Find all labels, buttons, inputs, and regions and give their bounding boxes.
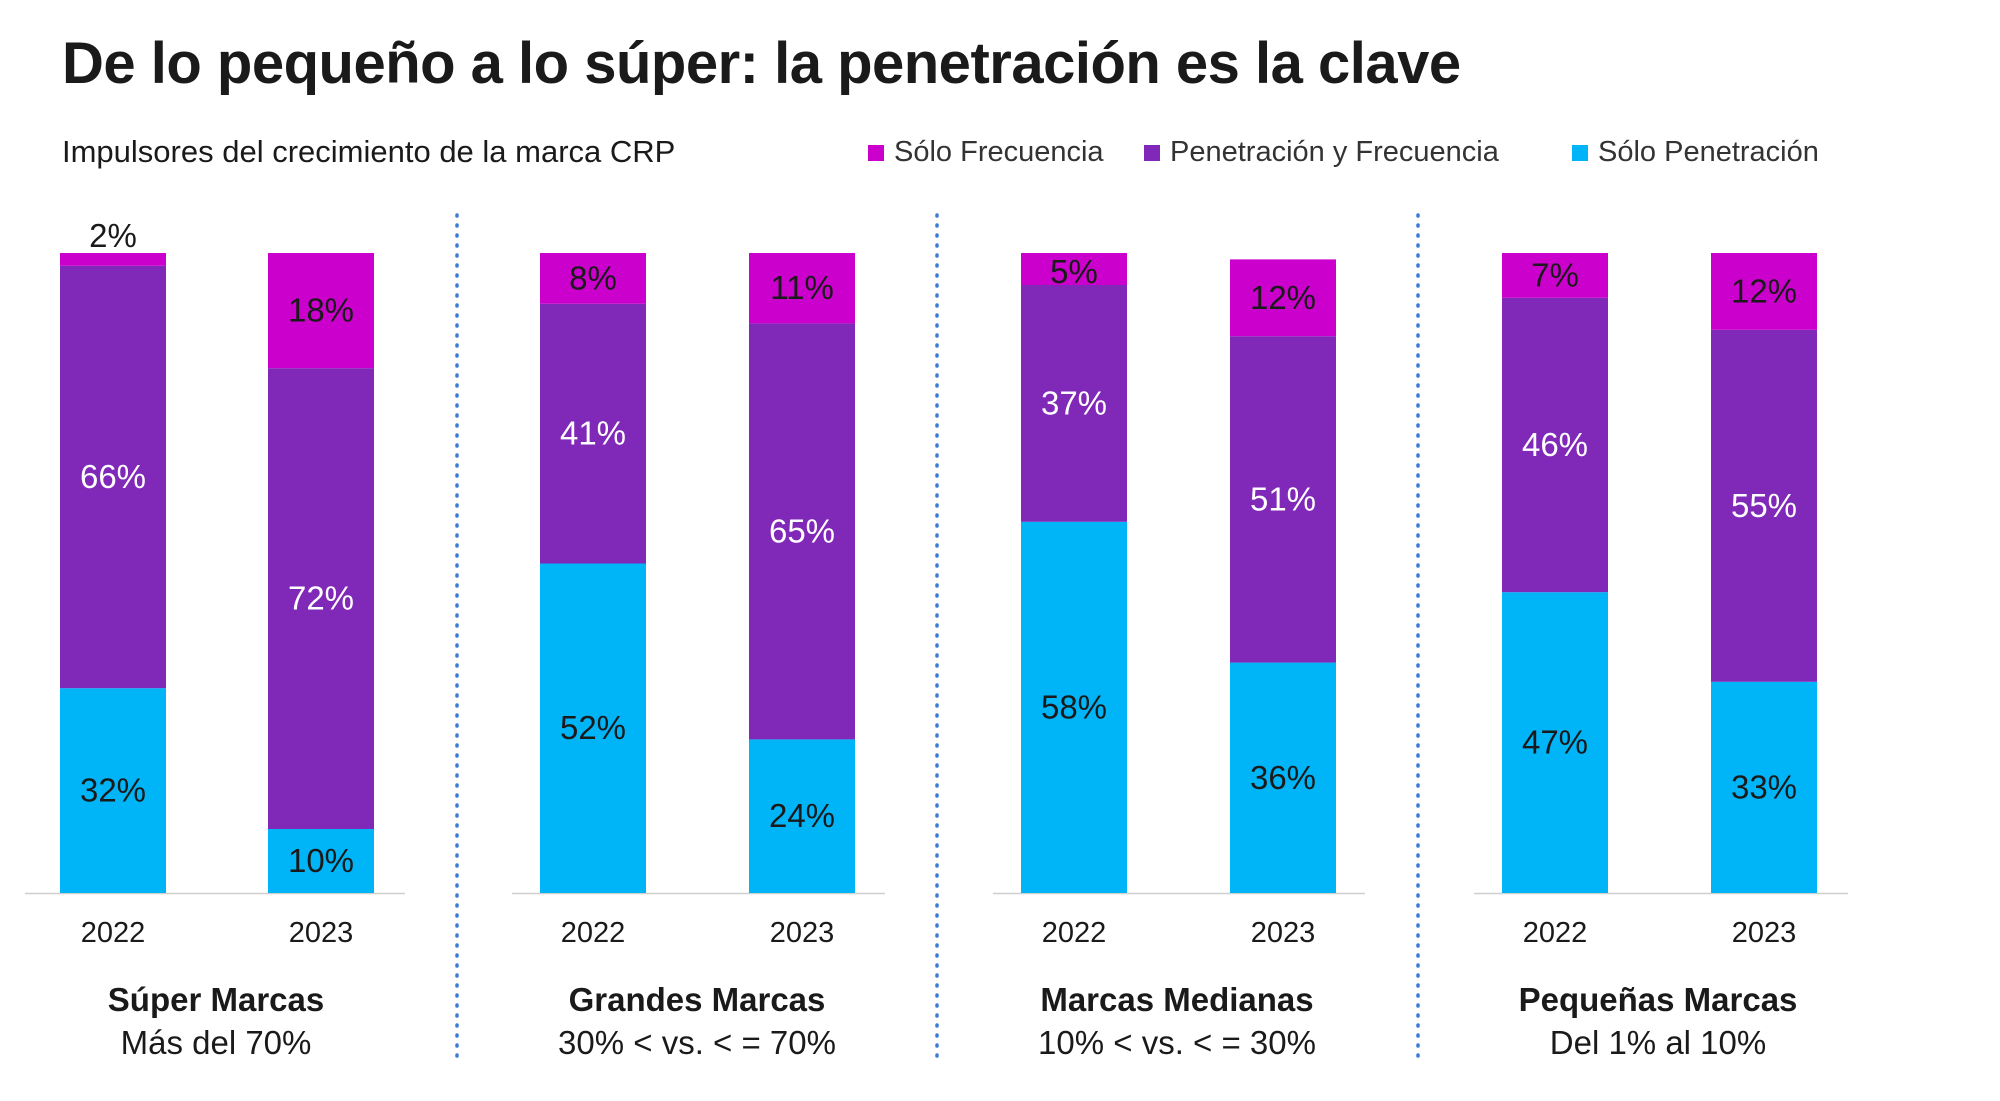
x-tick-label-marcas-medianas-2022: 2022	[1042, 917, 1107, 949]
data-label-pequenas-marcas-2022-solo-penetracion: 47%	[1522, 724, 1588, 761]
data-label-pequenas-marcas-2022-solo-frecuencia: 7%	[1531, 256, 1579, 293]
bar-marcas-medianas-2022-solo-frecuencia	[1021, 253, 1127, 285]
x-tick-label-super-marcas-2023: 2023	[289, 917, 354, 949]
group-title-marcas-medianas: Marcas Medianas	[1040, 981, 1313, 1018]
bar-pequenas-marcas-2022-penetracion-y-frecuencia	[1502, 297, 1608, 593]
group-description-super-marcas: Más del 70%	[121, 1024, 312, 1061]
legend-label-solo-penetracion: Sólo Penetración	[1598, 136, 1819, 168]
data-label-marcas-medianas-2023-solo-penetracion: 36%	[1250, 759, 1316, 796]
group-title-pequenas-marcas: Pequeñas Marcas	[1519, 981, 1798, 1018]
bar-super-marcas-2023-solo-penetracion	[268, 829, 374, 893]
bar-super-marcas-2023-penetracion-y-frecuencia	[268, 368, 374, 829]
chart-title: De lo pequeño a lo súper: la penetración…	[62, 31, 1461, 96]
data-label-grandes-marcas-2022-solo-frecuencia: 8%	[569, 259, 617, 296]
legend-swatch-solo-frecuencia	[868, 144, 884, 161]
data-label-marcas-medianas-2022-penetracion-y-frecuencia: 37%	[1041, 384, 1107, 421]
data-label-grandes-marcas-2023-solo-penetracion: 24%	[769, 797, 835, 834]
legend-item-solo-frecuencia: Sólo Frecuencia	[868, 136, 1104, 169]
bar-grandes-marcas-2022-solo-frecuencia	[540, 253, 646, 304]
bar-marcas-medianas-2023-solo-frecuencia	[1230, 259, 1336, 337]
bar-grandes-marcas-2023-penetracion-y-frecuencia	[749, 323, 855, 740]
data-label-super-marcas-2022-solo-frecuencia: 2%	[89, 217, 137, 254]
data-label-pequenas-marcas-2023-penetracion-y-frecuencia: 55%	[1731, 487, 1797, 524]
bar-marcas-medianas-2023-solo-penetracion	[1230, 662, 1336, 893]
legend-label-solo-frecuencia: Sólo Frecuencia	[894, 136, 1104, 168]
legend-item-solo-penetracion: Sólo Penetración	[1572, 136, 1819, 169]
group-title-grandes-marcas: Grandes Marcas	[569, 981, 826, 1018]
data-label-grandes-marcas-2022-solo-penetracion: 52%	[560, 709, 626, 746]
data-label-pequenas-marcas-2022-penetracion-y-frecuencia: 46%	[1522, 426, 1588, 463]
bar-pequenas-marcas-2023-solo-penetracion	[1711, 681, 1817, 893]
bar-super-marcas-2023-solo-frecuencia	[268, 253, 374, 369]
bar-super-marcas-2022-penetracion-y-frecuencia	[60, 265, 166, 689]
group-description-grandes-marcas: 30% < vs. < = 70%	[558, 1024, 836, 1061]
x-tick-label-grandes-marcas-2022: 2022	[561, 917, 626, 949]
x-tick-label-pequenas-marcas-2022: 2022	[1523, 917, 1588, 949]
bar-grandes-marcas-2023-solo-frecuencia	[749, 253, 855, 324]
data-label-marcas-medianas-2022-solo-frecuencia: 5%	[1050, 253, 1098, 290]
data-label-super-marcas-2022-penetracion-y-frecuencia: 66%	[80, 458, 146, 495]
data-label-pequenas-marcas-2023-solo-penetracion: 33%	[1731, 768, 1797, 805]
legend-swatch-penetracion-y-frecuencia	[1144, 144, 1160, 161]
bar-grandes-marcas-2022-penetracion-y-frecuencia	[540, 303, 646, 564]
group-description-marcas-medianas: 10% < vs. < = 30%	[1038, 1024, 1316, 1061]
data-label-grandes-marcas-2022-penetracion-y-frecuencia: 41%	[560, 415, 626, 452]
bar-pequenas-marcas-2023-penetracion-y-frecuencia	[1711, 329, 1817, 682]
legend-swatch-solo-penetracion	[1572, 144, 1588, 161]
data-label-marcas-medianas-2023-penetracion-y-frecuencia: 51%	[1250, 480, 1316, 517]
chart-subtitle: Impulsores del crecimiento de la marca C…	[62, 134, 676, 169]
bar-grandes-marcas-2022-solo-penetracion	[540, 563, 646, 893]
data-label-super-marcas-2023-penetracion-y-frecuencia: 72%	[288, 580, 354, 617]
x-tick-label-super-marcas-2022: 2022	[81, 917, 146, 949]
bar-super-marcas-2022-solo-penetracion	[60, 688, 166, 893]
data-label-pequenas-marcas-2023-solo-frecuencia: 12%	[1731, 272, 1797, 309]
group-title-super-marcas: Súper Marcas	[108, 981, 324, 1018]
data-label-super-marcas-2023-solo-frecuencia: 18%	[288, 292, 354, 329]
bar-pequenas-marcas-2022-solo-penetracion	[1502, 592, 1608, 893]
data-label-marcas-medianas-2023-solo-frecuencia: 12%	[1250, 279, 1316, 316]
bar-super-marcas-2022-solo-frecuencia	[60, 253, 166, 266]
bar-marcas-medianas-2022-penetracion-y-frecuencia	[1021, 285, 1127, 522]
data-label-super-marcas-2023-solo-penetracion: 10%	[288, 842, 354, 879]
data-label-grandes-marcas-2023-solo-frecuencia: 11%	[770, 269, 834, 306]
legend-label-penetracion-y-frecuencia: Penetración y Frecuencia	[1170, 136, 1499, 168]
x-tick-label-grandes-marcas-2023: 2023	[770, 917, 835, 949]
x-tick-label-pequenas-marcas-2023: 2023	[1732, 917, 1797, 949]
data-label-grandes-marcas-2023-penetracion-y-frecuencia: 65%	[769, 512, 835, 549]
x-tick-label-marcas-medianas-2023: 2023	[1251, 917, 1316, 949]
bar-marcas-medianas-2022-solo-penetracion	[1021, 521, 1127, 893]
group-description-pequenas-marcas: Del 1% al 10%	[1550, 1024, 1766, 1061]
legend-item-penetracion-y-frecuencia: Penetración y Frecuencia	[1144, 136, 1499, 169]
bar-marcas-medianas-2023-penetracion-y-frecuencia	[1230, 336, 1336, 663]
bar-pequenas-marcas-2022-solo-frecuencia	[1502, 253, 1608, 298]
bar-grandes-marcas-2023-solo-penetracion	[749, 739, 855, 893]
data-label-super-marcas-2022-solo-penetracion: 32%	[80, 772, 146, 809]
data-label-marcas-medianas-2022-solo-penetracion: 58%	[1041, 688, 1107, 725]
bar-pequenas-marcas-2023-solo-frecuencia	[1711, 253, 1817, 330]
